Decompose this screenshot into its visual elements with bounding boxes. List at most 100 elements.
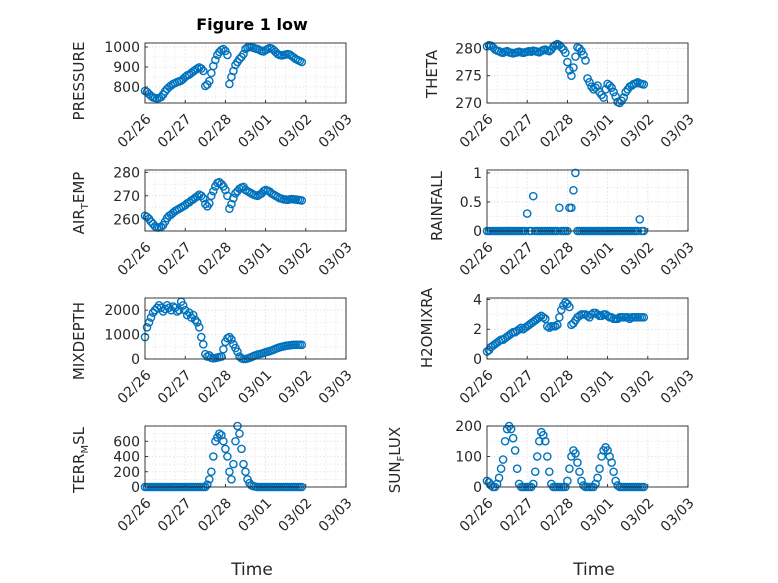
pressure-point xyxy=(211,55,220,65)
mixdepth-point xyxy=(154,301,164,310)
air-temp-point xyxy=(209,186,218,196)
h2omixra-point xyxy=(565,302,574,312)
sun-flux-ylabel-sub: F xyxy=(396,455,407,461)
h2omixra-point xyxy=(623,313,633,322)
sun-flux-axes-frame xyxy=(486,425,689,488)
terr-msl-ytick-label: 600 xyxy=(113,434,140,450)
air-temp-point xyxy=(229,193,238,203)
terr-msl-xtick-label: 03/01 xyxy=(235,495,275,535)
terr-msl-point xyxy=(209,452,218,461)
terr-msl-ylabel-main: TERR xyxy=(70,454,88,495)
terr-msl-ylabel-sub: M xyxy=(80,445,91,454)
air-temp-xtick-label: 02/27 xyxy=(155,239,195,279)
air-temp-point xyxy=(221,185,230,195)
mixdepth-point xyxy=(200,349,210,359)
h2omixra-point xyxy=(613,314,622,324)
rainfall-point xyxy=(528,191,538,201)
pressure-xtick-label: 03/01 xyxy=(235,111,275,151)
theta-ytick-label: 275 xyxy=(455,69,482,85)
air-temp-ylabel-sub: T xyxy=(80,202,91,210)
sun-flux-ytick-label: 0 xyxy=(473,480,482,496)
rainfall-point xyxy=(571,168,580,178)
air-temp-xtick-label: 03/01 xyxy=(235,239,275,279)
air-temp-point xyxy=(297,196,307,205)
sun-flux-point xyxy=(510,446,520,455)
h2omixra-point xyxy=(607,313,616,322)
h2omixra-xtick-label: 03/01 xyxy=(577,367,617,407)
mixdepth-ytick-label: 1000 xyxy=(104,328,140,344)
h2omixra-point xyxy=(587,310,596,319)
pressure-xtick-label: 02/27 xyxy=(155,111,195,151)
mixdepth-point xyxy=(146,313,156,322)
air-temp-point xyxy=(207,191,216,201)
h2omixra-ylabel: H2OMIXRA xyxy=(418,287,436,368)
theta-point xyxy=(599,93,608,102)
theta-axes-frame xyxy=(486,42,689,104)
pressure-point xyxy=(239,49,248,59)
rainfall-xtick-label: 03/03 xyxy=(658,239,698,279)
theta-xtick-label: 02/27 xyxy=(497,111,537,151)
pressure-point xyxy=(241,44,250,54)
theta-point xyxy=(569,63,578,72)
terr-msl-xtick-label: 02/26 xyxy=(115,495,155,535)
pressure-point xyxy=(219,44,228,54)
air-temp-point xyxy=(200,199,210,209)
theta-ytick-label: 270 xyxy=(455,96,482,112)
air-temp-ytick-label: 270 xyxy=(113,189,140,205)
terr-msl-point xyxy=(215,429,224,438)
mixdepth-axes-frame xyxy=(144,297,347,360)
h2omixra-ytick-label: 0 xyxy=(473,352,482,368)
terr-msl-xlabel: Time xyxy=(230,560,273,580)
sun-flux-point xyxy=(595,464,604,474)
mixdepth-point xyxy=(142,322,152,332)
sun-flux-point xyxy=(545,467,554,477)
terr-msl-point xyxy=(225,467,234,477)
mixdepth-point xyxy=(158,307,168,316)
air-temp-ylabel-main: AIR xyxy=(70,209,88,234)
h2omixra-point xyxy=(545,323,554,333)
mixdepth-point xyxy=(188,310,198,320)
terr-msl-point xyxy=(235,429,244,438)
theta-point xyxy=(579,50,588,60)
pressure-ytick-label: 1000 xyxy=(104,40,140,56)
rainfall-ytick-label: 0.5 xyxy=(460,195,482,211)
h2omixra-point xyxy=(538,313,548,322)
sun-flux-ylabel-tail: LUX xyxy=(386,427,404,456)
mixdepth-point xyxy=(225,332,234,342)
sun-flux-xtick-label: 03/02 xyxy=(618,495,658,535)
sun-flux-point xyxy=(575,467,584,477)
rainfall-panel: RAINFALL 0 0.5 1 02/26 02/27 02/28 03/01 03/02 0… xyxy=(428,166,698,279)
h2omixra-panel: H2OMIXRA 0 2 4 02/26 02/27 02/28 03/01 03/02 03/… xyxy=(418,287,698,407)
air-temp-xtick-label: 03/02 xyxy=(276,239,316,279)
terr-msl-ytick-label: 400 xyxy=(113,450,140,466)
rainfall-point xyxy=(522,209,532,218)
terr-msl-point xyxy=(239,459,248,469)
h2omixra-xtick-label: 02/26 xyxy=(457,367,497,407)
sun-flux-point xyxy=(494,473,504,483)
sun-flux-point xyxy=(573,458,582,467)
sun-flux-point xyxy=(534,436,544,446)
terr-msl-xtick-label: 03/02 xyxy=(276,495,316,535)
sun-flux-point xyxy=(506,424,516,434)
terr-msl-xtick-label: 03/03 xyxy=(316,495,356,535)
terr-msl-ytick-label: 0 xyxy=(131,480,140,496)
sun-flux-point xyxy=(565,464,574,474)
sun-flux-ytick-label: 200 xyxy=(455,419,482,435)
sun-flux-xtick-label: 02/27 xyxy=(497,495,537,535)
mixdepth-xtick-label: 02/26 xyxy=(115,367,155,407)
theta-point xyxy=(567,71,576,81)
terr-msl-point xyxy=(219,436,228,446)
sun-flux-xtick-label: 03/03 xyxy=(658,495,698,535)
air-temp-axes-frame xyxy=(144,169,347,232)
theta-xtick-label: 02/26 xyxy=(457,111,497,151)
theta-point xyxy=(619,93,628,102)
h2omixra-point xyxy=(514,324,524,334)
theta-point xyxy=(607,83,616,93)
sun-flux-point xyxy=(543,452,552,461)
h2omixra-point xyxy=(593,310,602,319)
terr-msl-point xyxy=(205,475,214,484)
mixdepth-point xyxy=(164,303,174,313)
mixdepth-point xyxy=(194,322,204,332)
air-temp-point xyxy=(217,179,226,189)
sun-flux-xtick-label: 03/01 xyxy=(577,495,617,535)
